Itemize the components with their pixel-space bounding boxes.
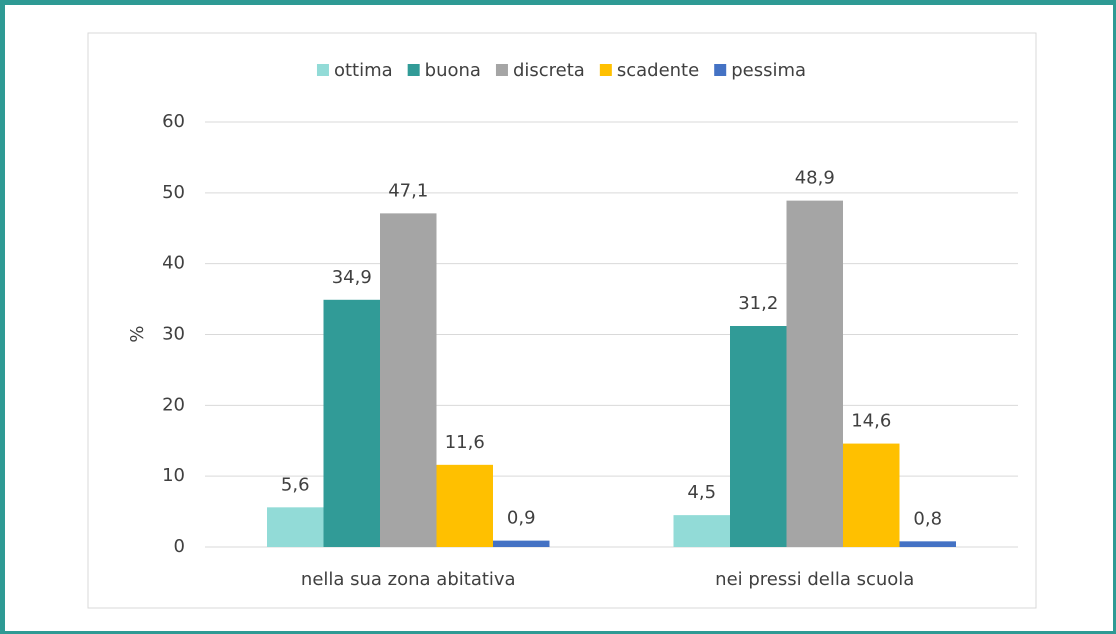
data-label: 34,9 xyxy=(332,267,372,288)
data-label: 0,9 xyxy=(507,508,536,529)
legend-swatch xyxy=(316,64,329,76)
y-tick-label: 30 xyxy=(162,324,185,345)
legend-swatch xyxy=(714,64,727,76)
x-tick-label: nei pressi della scuola xyxy=(715,569,914,590)
legend-swatch xyxy=(599,64,612,76)
legend-swatch xyxy=(495,64,508,76)
data-label: 31,2 xyxy=(738,293,778,314)
bar xyxy=(673,515,730,547)
x-tick-label: nella sua zona abitativa xyxy=(301,569,516,590)
legend-label: buona xyxy=(425,60,481,81)
bar xyxy=(899,541,956,547)
bar xyxy=(436,464,493,547)
bar xyxy=(786,200,843,547)
legend-label: scadente xyxy=(617,60,699,81)
bar xyxy=(323,299,380,547)
y-tick-label: 20 xyxy=(162,394,185,415)
bar xyxy=(267,507,324,547)
y-axis-label: % xyxy=(127,325,148,342)
data-label: 48,9 xyxy=(795,168,835,189)
data-label: 0,8 xyxy=(913,508,942,529)
data-label: 14,6 xyxy=(851,411,891,432)
bar xyxy=(843,443,900,547)
data-label: 4,5 xyxy=(687,482,716,503)
y-tick-label: 10 xyxy=(162,465,185,486)
y-tick-label: 0 xyxy=(174,536,185,557)
data-label: 47,1 xyxy=(388,180,428,201)
bar xyxy=(493,540,550,547)
y-tick-label: 60 xyxy=(162,111,185,132)
legend-label: pessima xyxy=(731,60,806,81)
legend-swatch xyxy=(407,64,420,76)
bar xyxy=(380,213,437,547)
legend-label: discreta xyxy=(513,60,585,81)
y-tick-label: 50 xyxy=(162,182,185,203)
data-label: 5,6 xyxy=(281,474,310,495)
bar xyxy=(730,326,787,547)
data-label: 11,6 xyxy=(445,432,485,453)
y-tick-label: 40 xyxy=(162,253,185,274)
legend-label: ottima xyxy=(334,60,393,81)
